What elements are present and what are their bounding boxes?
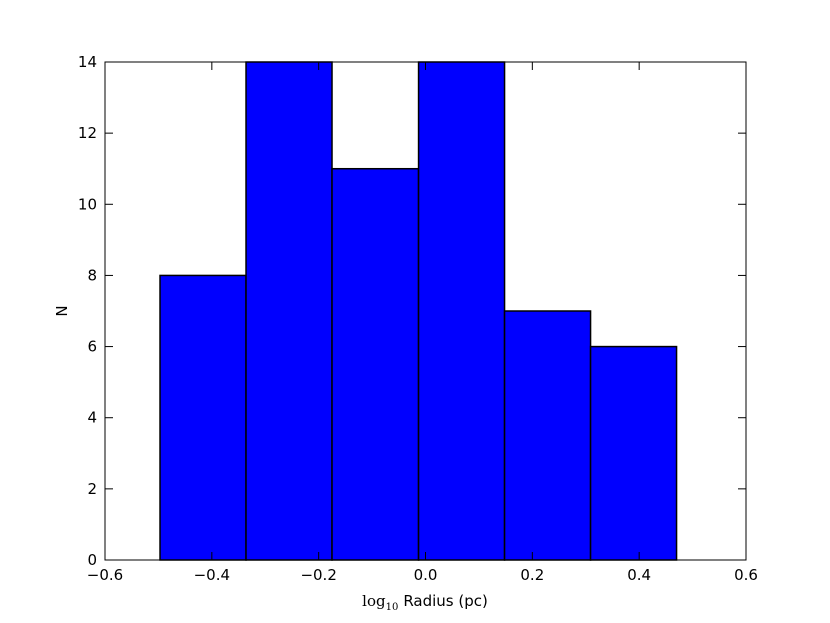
x-label-log: log — [362, 592, 386, 610]
y-axis-label: N — [53, 305, 71, 316]
x-tick-label: −0.2 — [300, 566, 336, 584]
bar — [503, 310, 592, 561]
x-tick-label: 0.4 — [627, 566, 651, 584]
x-axis-label: log10 Radius (pc) — [362, 592, 488, 613]
y-tick-label: 8 — [87, 266, 97, 284]
bar — [331, 167, 420, 561]
bar — [245, 61, 333, 561]
bar — [589, 345, 678, 561]
y-tick-label: 12 — [78, 124, 97, 142]
y-tick-label: 14 — [78, 53, 97, 71]
y-tick-label: 6 — [87, 338, 97, 356]
x-tick-label: 0.2 — [520, 566, 544, 584]
x-tick-label: −0.4 — [194, 566, 230, 584]
bar — [417, 61, 506, 561]
x-tick-label: −0.6 — [87, 566, 123, 584]
y-tick-label: 0 — [87, 551, 97, 569]
x-tick-label: 0.0 — [414, 566, 438, 584]
y-tick-label: 4 — [87, 409, 97, 427]
y-tick-label: 2 — [87, 480, 97, 498]
x-label-rest: Radius (pc) — [403, 592, 488, 610]
y-tick-label: 10 — [78, 195, 97, 213]
x-label-sub: 10 — [386, 602, 399, 613]
bar — [159, 274, 247, 561]
x-tick-label: 0.6 — [734, 566, 758, 584]
